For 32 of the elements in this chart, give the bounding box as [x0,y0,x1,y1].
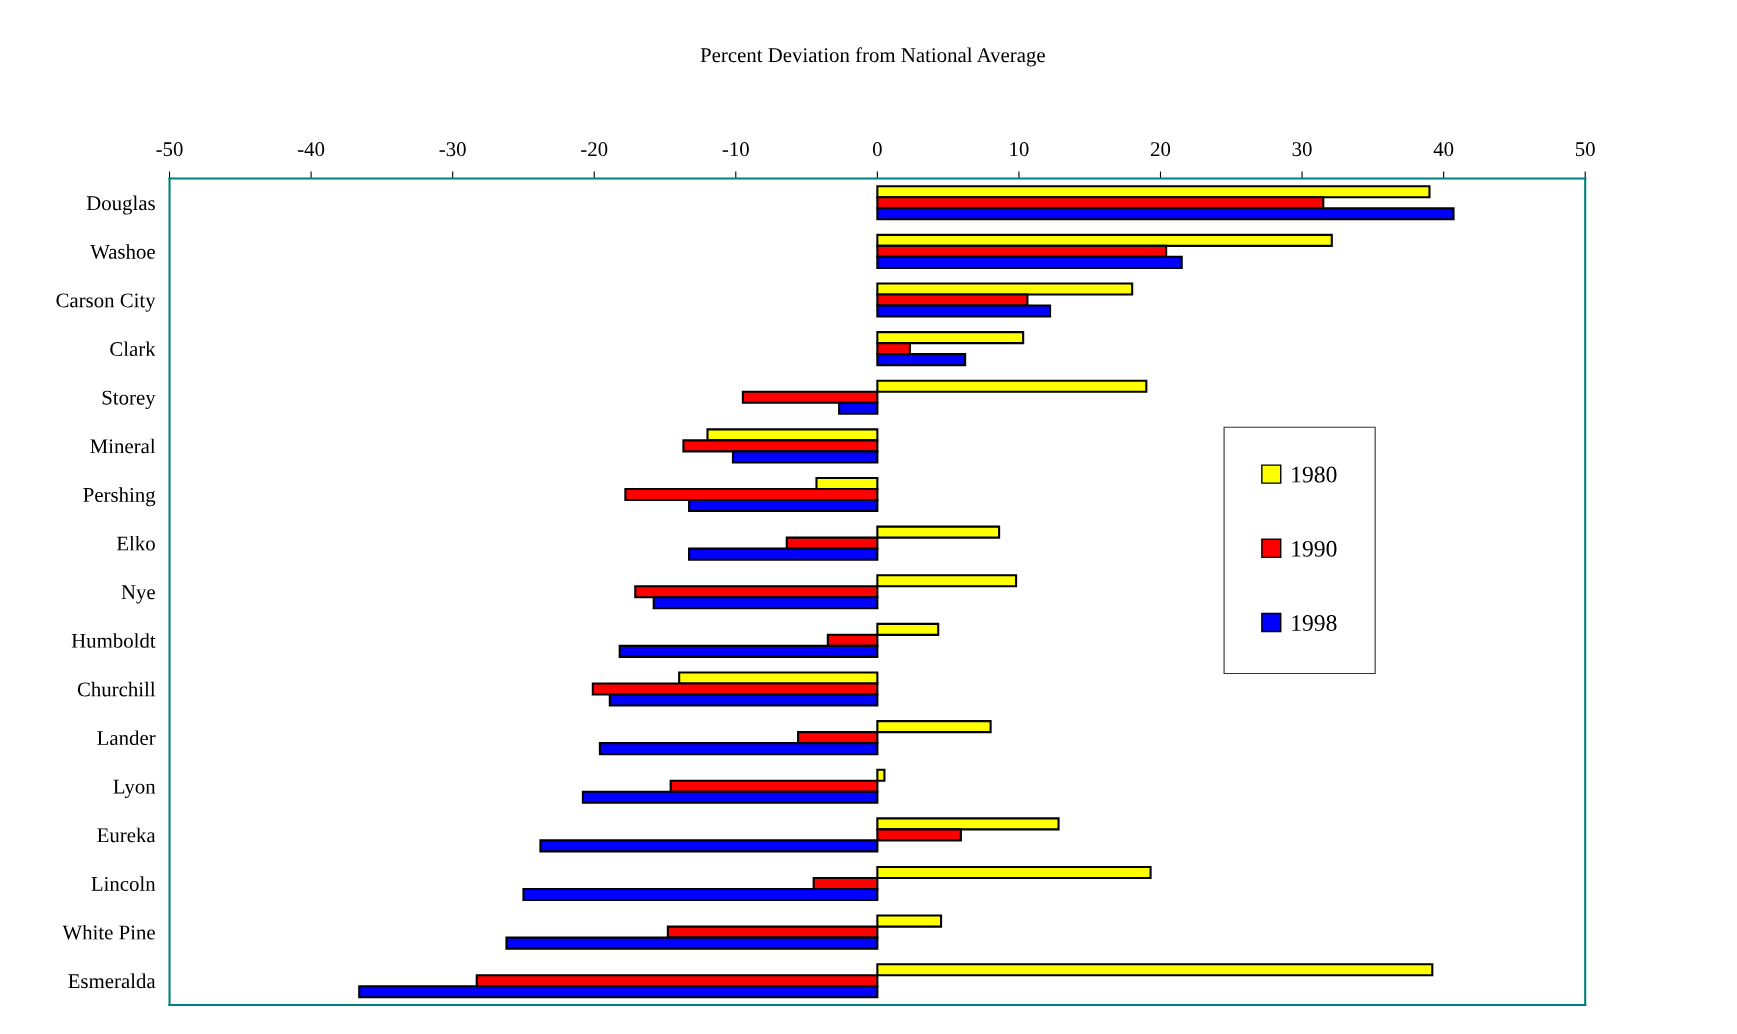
x-tick-label: 0 [872,142,882,157]
y-tick-label: Douglas [86,195,155,215]
y-tick-label: Clark [110,341,156,357]
chart-title: Percent Deviation from National Average [700,47,1045,67]
x-tick-label: 10 [1010,142,1029,157]
y-tick-label: Pershing [83,487,156,507]
y-tick-label: Carson City [56,293,156,312]
x-tick-label: -50 [156,142,183,157]
y-tick-label: Lander [97,730,156,746]
x-tick-label: 50 [1575,142,1595,157]
y-tick-label: Esmeralda [68,973,156,989]
y-tick-label: Mineral [90,438,156,454]
x-tick-label: 40 [1433,142,1454,157]
y-tick-label: Elko [116,535,155,551]
x-tick-label: 20 [1150,142,1171,157]
x-tick-label: -10 [722,142,749,157]
y-tick-label: Nye [121,585,155,604]
y-tick-label: Lyon [113,779,156,798]
y-tick-label: Washoe [90,244,155,259]
x-tick-label: 30 [1292,142,1312,157]
y-tick-label: Lincoln [91,876,156,891]
legend-label: 1990 [1292,540,1337,557]
legend-label: 1980 [1292,466,1337,483]
legend-label: 1998 [1292,615,1337,631]
x-tick-label: -20 [581,142,608,157]
y-tick-label: Humboldt [71,633,156,648]
y-tick-label: Storey [102,390,156,409]
y-tick-label: Churchill [77,681,156,697]
x-tick-label: -30 [439,142,466,157]
y-tick-label: White Pine [62,924,155,940]
x-tick-label: -40 [297,142,325,157]
y-tick-label: Eureka [97,827,156,843]
